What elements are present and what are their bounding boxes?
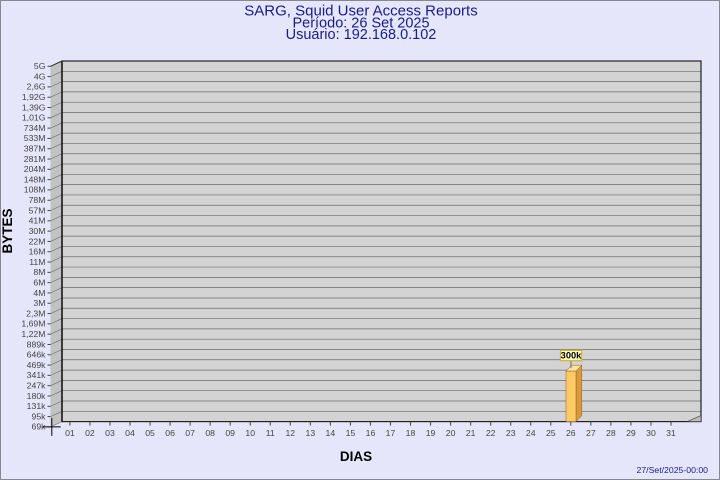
- svg-text:11: 11: [266, 428, 275, 438]
- svg-text:28: 28: [606, 428, 616, 438]
- svg-text:387M: 387M: [24, 144, 46, 154]
- svg-text:95k: 95k: [31, 411, 46, 421]
- svg-text:27/Set/2025-00:00: 27/Set/2025-00:00: [637, 465, 709, 475]
- svg-text:BYTES: BYTES: [1, 208, 15, 253]
- svg-text:12: 12: [285, 428, 295, 438]
- svg-text:07: 07: [185, 428, 195, 438]
- svg-text:131k: 131k: [27, 401, 46, 411]
- svg-text:16M: 16M: [29, 247, 46, 257]
- svg-text:469k: 469k: [27, 360, 46, 370]
- svg-text:1,01G: 1,01G: [22, 113, 46, 123]
- svg-text:14: 14: [326, 428, 336, 438]
- svg-text:5G: 5G: [34, 61, 46, 71]
- svg-text:15: 15: [346, 428, 356, 438]
- svg-text:26: 26: [566, 428, 576, 438]
- svg-text:31: 31: [666, 428, 676, 438]
- svg-text:180k: 180k: [27, 391, 46, 401]
- svg-text:04: 04: [125, 428, 135, 438]
- svg-text:19: 19: [426, 428, 436, 438]
- svg-text:646k: 646k: [27, 350, 46, 360]
- svg-text:24: 24: [526, 428, 536, 438]
- svg-text:57M: 57M: [29, 205, 46, 215]
- svg-text:108M: 108M: [24, 185, 46, 195]
- svg-text:281M: 281M: [24, 154, 46, 164]
- svg-text:30: 30: [646, 428, 656, 438]
- svg-text:29: 29: [626, 428, 636, 438]
- svg-text:889k: 889k: [27, 339, 46, 349]
- svg-text:247k: 247k: [27, 380, 46, 390]
- svg-text:03: 03: [105, 428, 115, 438]
- svg-text:6M: 6M: [33, 277, 45, 287]
- svg-text:41M: 41M: [29, 216, 46, 226]
- svg-text:4G: 4G: [34, 71, 46, 81]
- svg-text:17: 17: [386, 428, 396, 438]
- svg-text:09: 09: [225, 428, 235, 438]
- svg-text:08: 08: [205, 428, 215, 438]
- svg-text:06: 06: [165, 428, 175, 438]
- svg-text:148M: 148M: [24, 174, 46, 184]
- svg-text:25: 25: [546, 428, 556, 438]
- svg-text:1,39G: 1,39G: [22, 102, 46, 112]
- svg-text:16: 16: [366, 428, 376, 438]
- svg-text:4M: 4M: [33, 288, 45, 298]
- svg-text:8M: 8M: [33, 267, 45, 277]
- svg-text:300k: 300k: [561, 351, 583, 361]
- svg-text:02: 02: [85, 428, 95, 438]
- svg-text:01: 01: [65, 428, 75, 438]
- svg-text:2,6G: 2,6G: [27, 82, 46, 92]
- svg-text:23: 23: [506, 428, 516, 438]
- svg-text:DIAS: DIAS: [340, 449, 372, 464]
- svg-text:78M: 78M: [29, 195, 46, 205]
- svg-text:13: 13: [306, 428, 316, 438]
- svg-text:22M: 22M: [29, 236, 46, 246]
- svg-text:533M: 533M: [24, 133, 46, 143]
- svg-text:Usuário: 192.168.0.102: Usuário: 192.168.0.102: [286, 27, 437, 43]
- svg-text:1,69M: 1,69M: [21, 319, 45, 329]
- svg-text:22: 22: [486, 428, 496, 438]
- svg-text:3M: 3M: [33, 298, 45, 308]
- svg-text:18: 18: [406, 428, 416, 438]
- svg-text:30M: 30M: [29, 226, 46, 236]
- svg-text:20: 20: [446, 428, 456, 438]
- svg-text:204M: 204M: [24, 164, 46, 174]
- svg-text:2,3M: 2,3M: [26, 308, 45, 318]
- svg-text:1,22M: 1,22M: [21, 329, 45, 339]
- svg-text:10: 10: [245, 428, 255, 438]
- svg-text:1,92G: 1,92G: [22, 92, 46, 102]
- svg-text:21: 21: [466, 428, 476, 438]
- svg-text:27: 27: [586, 428, 596, 438]
- svg-text:341k: 341k: [27, 370, 46, 380]
- svg-text:05: 05: [145, 428, 155, 438]
- svg-text:734M: 734M: [24, 123, 46, 133]
- svg-text:11M: 11M: [29, 257, 45, 267]
